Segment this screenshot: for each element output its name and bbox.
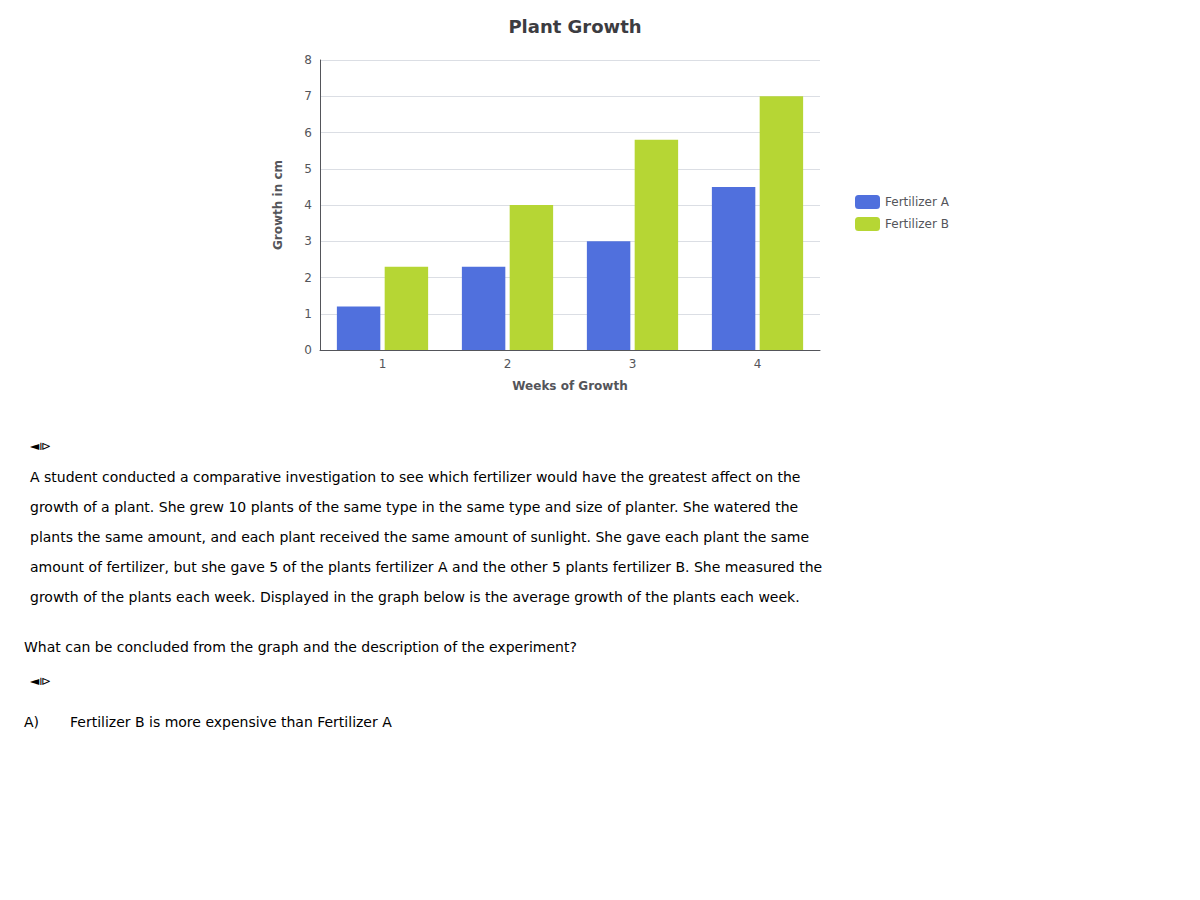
svg-text:Weeks of Growth: Weeks of Growth bbox=[512, 379, 627, 393]
svg-text:4: 4 bbox=[304, 198, 312, 212]
svg-text:amount of fertilizer, but she: amount of fertilizer, but she gave 5 of … bbox=[30, 559, 822, 575]
svg-text:◄⧐: ◄⧐ bbox=[30, 674, 51, 688]
svg-text:3: 3 bbox=[304, 234, 312, 248]
svg-text:4: 4 bbox=[754, 357, 762, 371]
svg-text:Plant Growth: Plant Growth bbox=[508, 16, 641, 37]
svg-text:A): A) bbox=[24, 714, 39, 730]
svg-text:plants the same amount, and ea: plants the same amount, and each plant r… bbox=[30, 529, 809, 545]
svg-text:0: 0 bbox=[304, 343, 312, 357]
svg-text:3: 3 bbox=[629, 357, 637, 371]
svg-text:Fertilizer B is more expensive: Fertilizer B is more expensive than Fert… bbox=[70, 714, 392, 730]
svg-text:1: 1 bbox=[304, 307, 312, 321]
svg-text:2: 2 bbox=[504, 357, 512, 371]
svg-text:growth of the plants each week: growth of the plants each week. Displaye… bbox=[30, 589, 800, 605]
svg-text:5: 5 bbox=[304, 162, 312, 176]
svg-text:A student conducted a comparat: A student conducted a comparative invest… bbox=[30, 469, 800, 485]
svg-text:8: 8 bbox=[304, 53, 312, 67]
svg-text:6: 6 bbox=[304, 126, 312, 140]
svg-text:Growth in cm: Growth in cm bbox=[271, 160, 285, 250]
svg-text:7: 7 bbox=[304, 89, 312, 103]
svg-text:What can be concluded from the: What can be concluded from the graph and… bbox=[24, 639, 577, 655]
svg-text:◄⧐: ◄⧐ bbox=[30, 439, 51, 453]
svg-text:Fertilizer A: Fertilizer A bbox=[885, 195, 950, 209]
svg-text:1: 1 bbox=[379, 357, 387, 371]
svg-text:growth of a plant. She grew 10: growth of a plant. She grew 10 plants of… bbox=[30, 499, 798, 515]
svg-text:2: 2 bbox=[304, 271, 312, 285]
svg-text:Fertilizer B: Fertilizer B bbox=[885, 217, 949, 231]
